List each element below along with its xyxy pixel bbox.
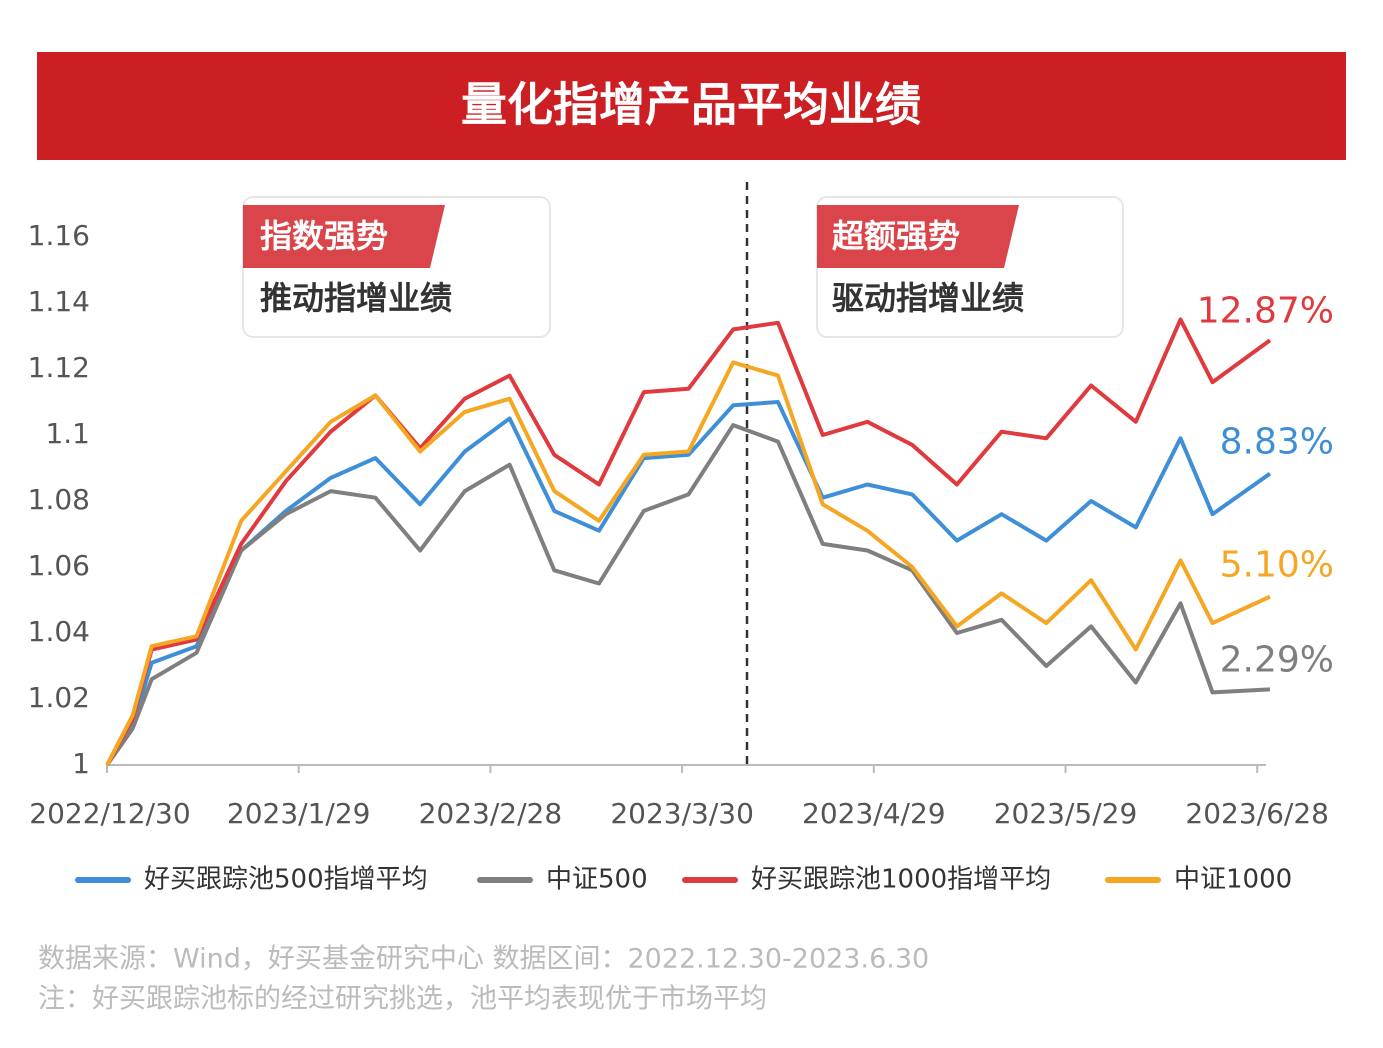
- end-label: 5.10%: [1220, 545, 1334, 586]
- x-tick-label: 2023/5/29: [994, 797, 1138, 830]
- y-tick-label: 1.04: [28, 615, 90, 648]
- y-tick-label: 1.12: [28, 351, 90, 384]
- x-tick-label: 2023/6/28: [1185, 797, 1329, 830]
- y-tick-label: 1.08: [28, 483, 90, 516]
- callout-text: 推动指增业绩: [260, 279, 452, 317]
- callout: 指数强势 推动指增业绩: [242, 196, 551, 338]
- end-label: 2.29%: [1220, 639, 1334, 680]
- callout: 超额强势 驱动指增业绩: [816, 196, 1124, 338]
- callout-tag: [243, 205, 445, 268]
- y-tick-label: 1.14: [28, 285, 90, 318]
- y-tick-label: 1.1: [45, 417, 90, 450]
- series-line: [105, 423, 1271, 767]
- callout-tag-text: 超额强势: [832, 217, 960, 255]
- callout-tag-text: 指数强势: [260, 217, 388, 255]
- x-tick-label: 2023/2/28: [419, 797, 563, 830]
- footnote: 注：好买跟踪池标的经过研究挑选，池平均表现优于市场平均: [38, 984, 767, 1015]
- x-tick-label: 2023/4/29: [802, 797, 946, 830]
- series-line: [105, 360, 1271, 766]
- legend-label: 好买跟踪池1000指增平均: [751, 865, 1051, 895]
- footnote: 数据来源：Wind，好买基金研究中心 数据区间：2022.12.30-2023.…: [38, 944, 929, 975]
- y-tick-label: 1.16: [28, 219, 90, 252]
- x-tick-label: 2023/3/30: [610, 797, 754, 830]
- x-tick-label: 2022/12/30: [29, 797, 190, 830]
- y-tick-label: 1: [72, 747, 90, 780]
- x-tick-label: 2023/1/29: [227, 797, 371, 830]
- end-label: 12.87%: [1197, 290, 1334, 331]
- series-line: [105, 317, 1272, 766]
- y-tick-label: 1.06: [28, 549, 90, 582]
- end-label: 8.83%: [1220, 422, 1334, 463]
- legend-label: 好买跟踪池500指增平均: [144, 865, 428, 895]
- chart-title: 量化指增产品平均业绩: [461, 78, 921, 132]
- legend-label: 中证500: [546, 865, 648, 895]
- callout-text: 驱动指增业绩: [832, 279, 1024, 317]
- title-banner: [37, 52, 1346, 160]
- callout-tag: [817, 205, 1019, 268]
- legend-label: 中证1000: [1174, 865, 1292, 895]
- y-tick-label: 1.02: [28, 681, 90, 714]
